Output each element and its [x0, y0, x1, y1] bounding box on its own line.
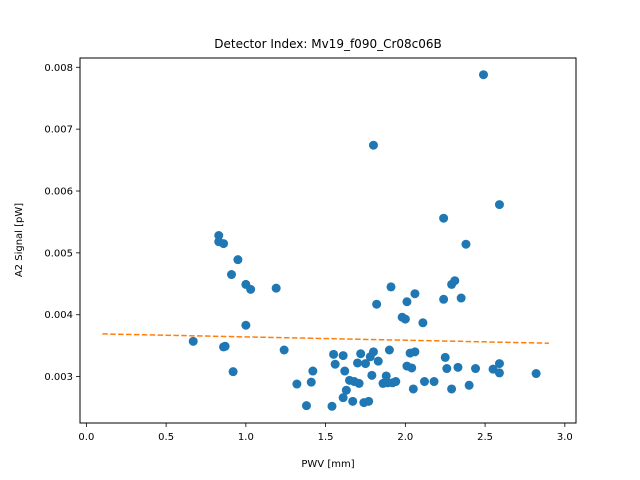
scatter-point — [368, 140, 378, 150]
x-axis: 0.0 0.5 1.0 1.5 2.0 2.5 3.0 — [78, 423, 573, 443]
scatter-point — [478, 70, 488, 80]
scatter-point — [494, 359, 504, 369]
scatter-point — [461, 239, 471, 249]
scatter-point — [372, 299, 382, 309]
scatter-point — [219, 239, 229, 249]
scatter-point — [356, 349, 366, 359]
y-tick-label: 0.005 — [44, 248, 73, 259]
scatter-point — [348, 396, 358, 406]
scatter-point — [418, 318, 428, 328]
scatter-point — [494, 368, 504, 378]
scatter-point — [271, 283, 281, 293]
scatter-point — [402, 297, 412, 307]
scatter-point — [456, 293, 466, 303]
scatter-point — [400, 314, 410, 324]
y-tick-label: 0.003 — [44, 372, 73, 383]
y-tick-label: 0.004 — [44, 310, 73, 321]
scatter-point — [439, 213, 449, 223]
scatter-point — [360, 359, 370, 369]
scatter-point — [279, 345, 289, 355]
y-tick-label: 0.007 — [44, 125, 73, 136]
scatter-point — [327, 401, 337, 411]
scatter-point — [471, 364, 481, 374]
x-tick-label: 0.0 — [78, 432, 94, 443]
scatter-point — [410, 347, 420, 357]
scatter-point — [367, 370, 377, 380]
x-tick-label: 1.5 — [318, 432, 334, 443]
scatter-point — [228, 367, 238, 377]
scatter-point — [440, 352, 450, 362]
scatter-point — [450, 276, 460, 286]
scatter-point — [453, 362, 463, 372]
scatter-point — [330, 359, 340, 369]
scatter-point — [246, 284, 256, 294]
scatter-point — [353, 358, 363, 368]
scatter-point — [188, 336, 198, 346]
x-tick-label: 2.5 — [477, 432, 493, 443]
fit-line — [102, 333, 549, 344]
scatter-point — [338, 351, 348, 361]
scatter-point — [384, 345, 394, 355]
scatter-point — [408, 384, 418, 394]
y-axis-label: A2 Signal [pW] — [14, 203, 25, 277]
scatter-point — [306, 377, 316, 387]
y-tick-label: 0.008 — [44, 63, 73, 74]
scatter-point — [373, 356, 383, 366]
scatter-point — [301, 401, 311, 411]
scatter-point — [292, 379, 302, 389]
scatter-point — [354, 378, 364, 388]
scatter-point — [410, 289, 420, 299]
chart-title: Detector Index: Mv19_f090_Cr08c06B — [214, 37, 442, 51]
plot-area — [102, 70, 549, 411]
scatter-point — [340, 366, 350, 376]
scatter-point — [439, 294, 449, 304]
x-tick-label: 2.0 — [397, 432, 413, 443]
scatter-point — [531, 369, 541, 379]
y-tick-label: 0.006 — [44, 187, 73, 198]
scatter-point — [464, 380, 474, 390]
scatter-point — [386, 282, 396, 292]
scatter-point — [419, 377, 429, 387]
x-axis-label: PWV [mm] — [301, 459, 354, 470]
x-tick-label: 3.0 — [557, 432, 573, 443]
scatter-point — [407, 363, 417, 373]
scatter-point — [329, 349, 339, 359]
scatter-point — [494, 200, 504, 210]
axes-frame — [79, 57, 577, 424]
scatter-point — [442, 364, 452, 374]
scatter-point — [381, 371, 391, 381]
scatter-point — [220, 341, 230, 351]
x-tick-label: 0.5 — [158, 432, 174, 443]
scatter-point — [429, 377, 439, 387]
scatter-point — [233, 255, 243, 265]
scatter-point — [338, 393, 348, 403]
scatter-point — [227, 270, 237, 280]
scatter-point — [364, 396, 374, 406]
scatter-point — [214, 231, 224, 241]
y-axis: 0.003 0.004 0.005 0.006 0.007 0.008 — [44, 63, 80, 383]
scatter-point — [241, 320, 251, 330]
scatter-point — [341, 385, 351, 395]
x-tick-label: 1.0 — [238, 432, 254, 443]
scatter-point — [368, 347, 378, 357]
scatter-point — [447, 384, 457, 394]
scatter-point — [308, 366, 318, 376]
scatter-point — [391, 377, 401, 387]
